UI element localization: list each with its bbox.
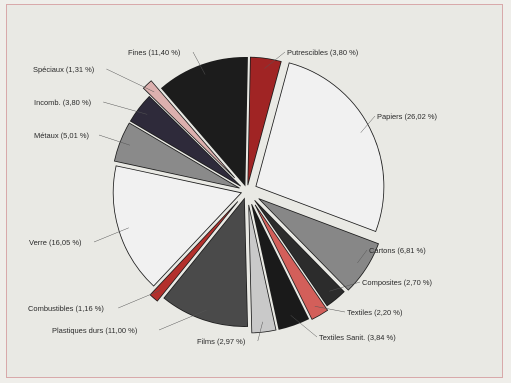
leader-line [290, 315, 318, 338]
leader-line [314, 306, 346, 313]
slice-label: Cartons (6,81 %) [369, 246, 426, 255]
leader-line [158, 309, 207, 331]
pie-slice [255, 62, 385, 233]
slice-label: Papiers (26,02 %) [377, 112, 438, 121]
slice-label: Textiles Sanit. (3,84 %) [319, 333, 396, 342]
pie-slice [142, 80, 236, 179]
pie-slice [258, 198, 380, 291]
leader-line [118, 290, 161, 309]
slice-label: Incomb. (3,80 %) [34, 98, 92, 107]
pie-slice [254, 200, 345, 307]
leader-lines [93, 51, 376, 342]
pie-slice [113, 122, 240, 189]
pie-wedges [112, 56, 385, 334]
pie-slice [160, 56, 248, 187]
leader-line [329, 281, 361, 292]
slice-label: Textiles (2,20 %) [347, 308, 403, 317]
leader-line [192, 51, 206, 75]
pie-slice [129, 95, 241, 187]
pie-slice [254, 204, 329, 320]
leader-line [98, 134, 130, 146]
slice-label: Fines (11,40 %) [128, 48, 181, 57]
pie-slice [112, 165, 243, 287]
chart-frame: Putrescibles (3,80 %) Papiers (26,02 %) Ca… [6, 4, 503, 378]
leader-line [357, 249, 368, 264]
leader-line [264, 51, 286, 69]
slice-label: Composites (2,70 %) [362, 278, 433, 287]
slice-label: Combustibles (1,16 %) [28, 304, 104, 313]
leader-line [106, 68, 155, 93]
leader-line [257, 321, 263, 342]
leader-line [103, 101, 148, 115]
leader-line [93, 227, 129, 243]
slice-label: Plastiques durs (11,00 %) [52, 326, 138, 335]
pie-slice [248, 204, 277, 334]
slice-label: Verre (16,05 %) [29, 238, 82, 247]
leader-line [360, 115, 376, 133]
pie-slice [247, 56, 282, 186]
pie-slice [251, 204, 310, 330]
slice-label: Spéciaux (1,31 %) [33, 65, 95, 74]
slice-label: Putrescibles (3,80 %) [287, 48, 359, 57]
pie-slice [163, 197, 249, 327]
pie-chart: Putrescibles (3,80 %) Papiers (26,02 %) Ca… [28, 48, 438, 346]
slice-label: Films (2,97 %) [197, 337, 246, 346]
slice-labels: Putrescibles (3,80 %) Papiers (26,02 %) Ca… [28, 48, 438, 346]
slice-label: Métaux (5,01 %) [34, 131, 90, 140]
